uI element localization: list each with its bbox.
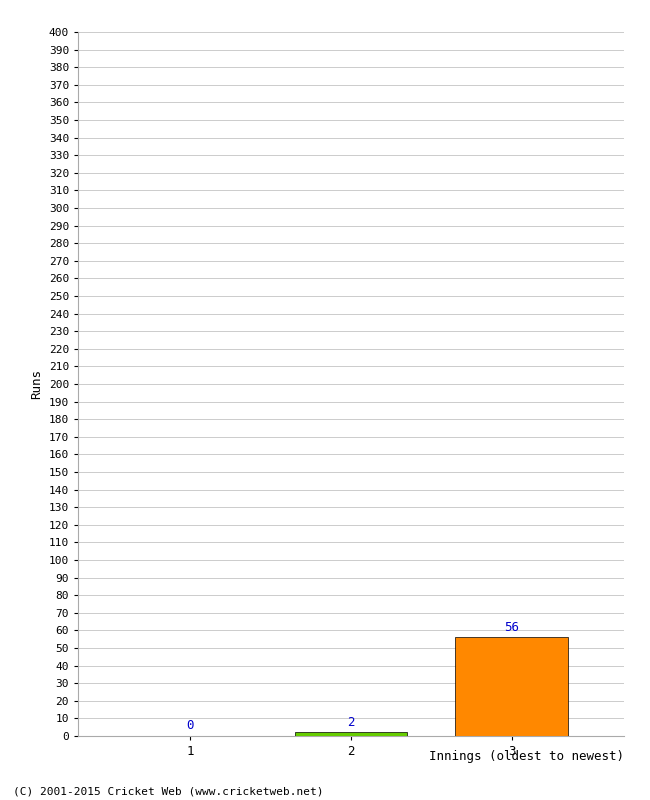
- Text: (C) 2001-2015 Cricket Web (www.cricketweb.net): (C) 2001-2015 Cricket Web (www.cricketwe…: [13, 786, 324, 796]
- Bar: [456, 638, 568, 736]
- Bar: [295, 733, 407, 736]
- Text: 0: 0: [187, 719, 194, 733]
- Text: Innings (oldest to newest): Innings (oldest to newest): [429, 750, 624, 763]
- Text: 56: 56: [504, 621, 519, 634]
- Text: 2: 2: [347, 716, 355, 729]
- Y-axis label: Runs: Runs: [30, 369, 43, 399]
